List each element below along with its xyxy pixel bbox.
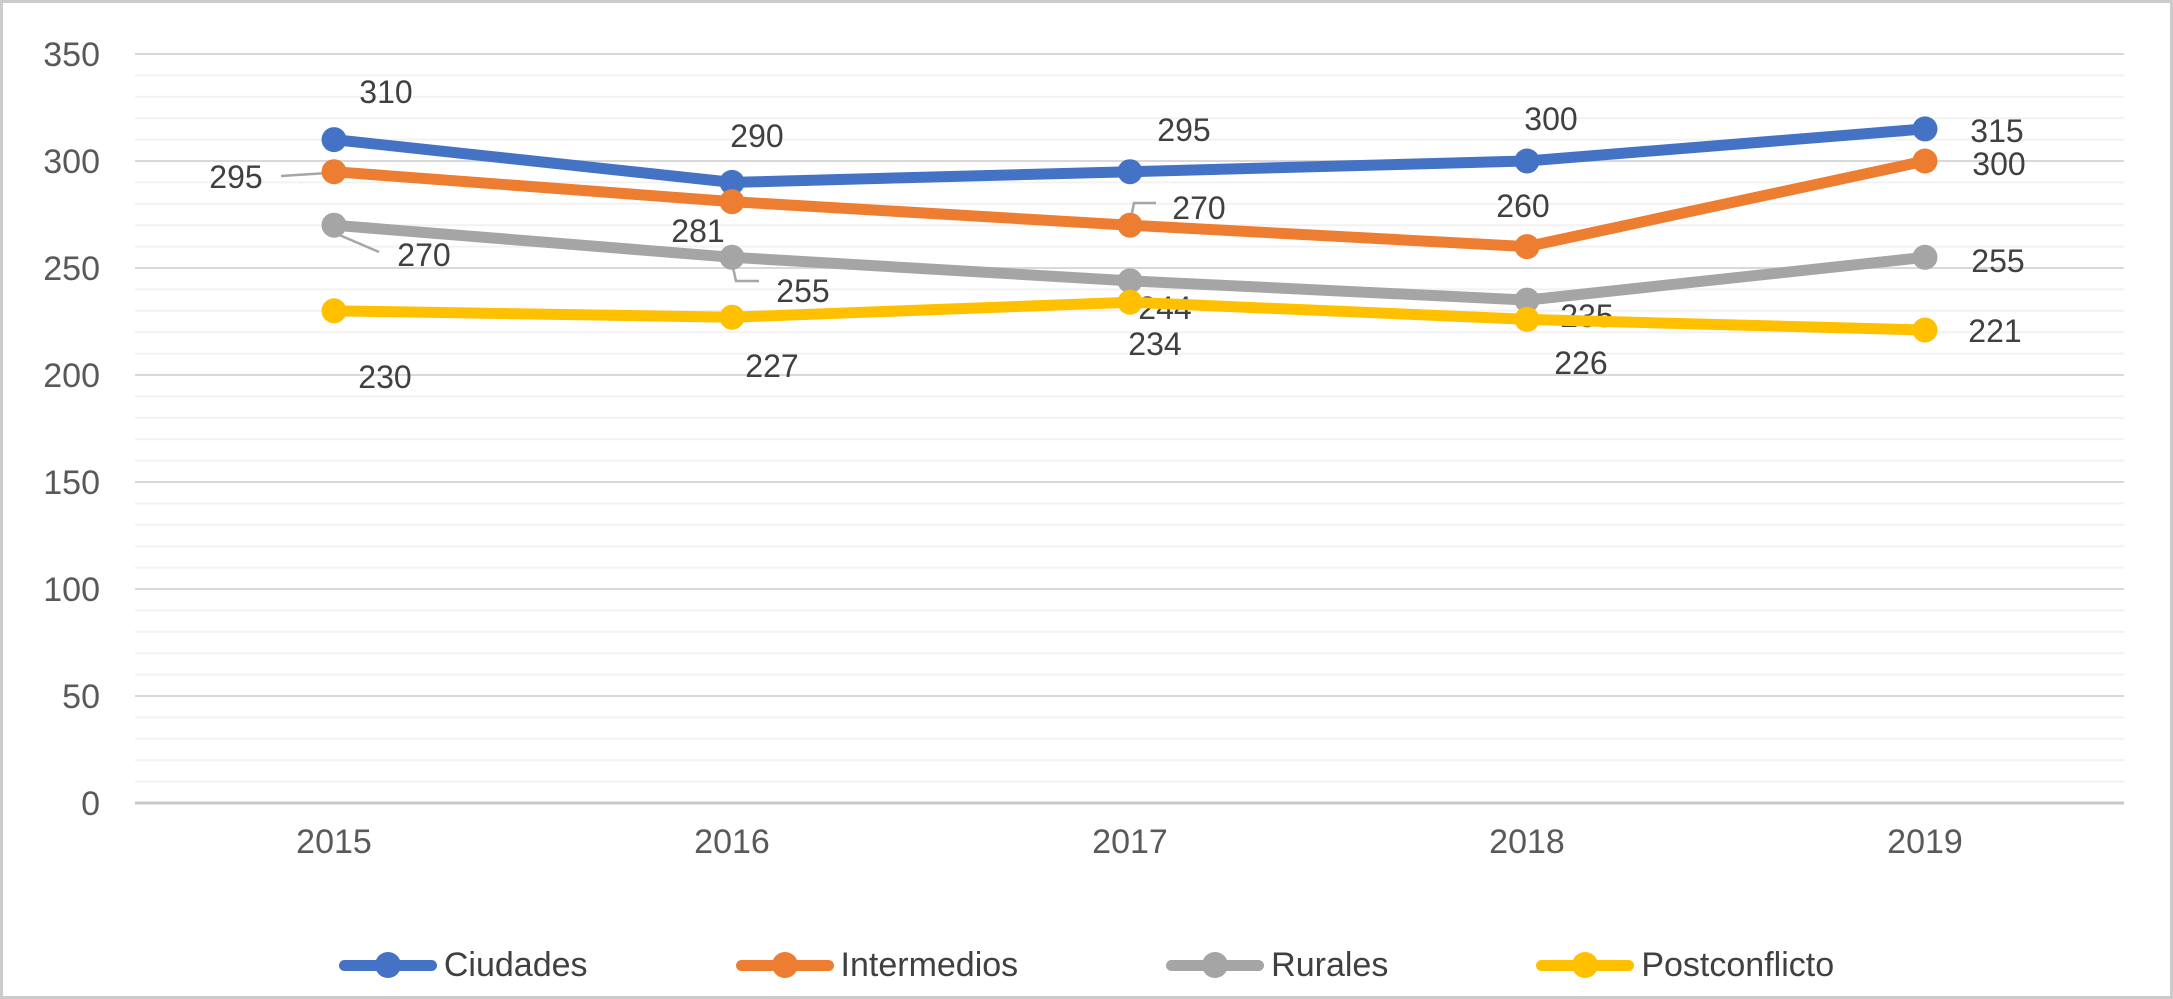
data-label-intermedios: 281 bbox=[671, 213, 724, 249]
data-label-intermedios: 300 bbox=[1972, 146, 2025, 182]
x-axis-label: 2019 bbox=[1887, 823, 1963, 861]
y-axis-tick-label: 300 bbox=[43, 143, 100, 181]
y-major-gridlines bbox=[135, 53, 2124, 805]
legend-label: Intermedios bbox=[840, 946, 1019, 984]
data-label-postconflicto: 234 bbox=[1128, 326, 1181, 362]
data-label-intermedios: 270 bbox=[1172, 190, 1225, 226]
y-axis-tick-labels: 0 50 100 150 200 250 300 350 bbox=[43, 36, 100, 823]
chart-legend: Ciudades Intermedios Rurales Postconflicto bbox=[3, 931, 2170, 996]
data-label-postconflicto: 230 bbox=[358, 359, 411, 395]
x-axis-label: 2016 bbox=[694, 823, 770, 861]
data-point-marker-rurales bbox=[1117, 268, 1143, 294]
data-label-rurales: 255 bbox=[776, 273, 829, 309]
data-label-rurales: 270 bbox=[397, 237, 450, 273]
y-axis-tick-label: 200 bbox=[43, 357, 100, 395]
leader-line bbox=[336, 232, 380, 254]
legend-line-marker-icon bbox=[735, 952, 834, 978]
legend-item-rurales: Rurales bbox=[1166, 948, 1388, 982]
data-point-marker-ciudades bbox=[1514, 148, 1540, 174]
data-point-marker-intermedios bbox=[719, 189, 745, 215]
legend-item-intermedios: Intermedios bbox=[735, 946, 1019, 984]
y-axis-tick-label: 250 bbox=[43, 250, 100, 288]
data-point-marker-intermedios bbox=[1117, 212, 1143, 238]
legend-line-marker-icon bbox=[1536, 952, 1635, 978]
data-point-marker-postconflicto bbox=[719, 304, 745, 330]
x-axis-label: 2017 bbox=[1092, 823, 1168, 861]
data-point-marker-rurales bbox=[1514, 287, 1540, 313]
data-point-marker-rurales bbox=[321, 212, 347, 238]
legend-item-ciudades: Ciudades bbox=[338, 946, 588, 984]
data-point-marker-postconflicto bbox=[1912, 317, 1938, 343]
data-label-postconflicto: 227 bbox=[745, 348, 798, 384]
x-axis-label: 2015 bbox=[296, 823, 372, 861]
series-intermedios: 295 281 270 260 300 bbox=[209, 146, 2026, 260]
data-label-ciudades: 315 bbox=[1970, 113, 2023, 149]
data-point-marker-rurales bbox=[1912, 244, 1938, 270]
legend-line-marker-icon bbox=[338, 952, 437, 978]
data-point-marker-ciudades bbox=[1912, 116, 1938, 142]
legend-label: Ciudades bbox=[443, 946, 588, 984]
data-label-ciudades: 290 bbox=[730, 118, 783, 154]
series-postconflicto: 230 227 234 226 221 bbox=[321, 289, 2022, 395]
data-label-postconflicto: 221 bbox=[1968, 313, 2021, 349]
legend-dot-icon bbox=[1572, 952, 1599, 978]
y-axis-tick-label: 100 bbox=[43, 571, 100, 609]
data-label-postconflicto: 226 bbox=[1554, 345, 1607, 381]
y-axis-tick-label: 0 bbox=[81, 785, 100, 823]
leader-line bbox=[280, 171, 329, 178]
data-label-intermedios: 260 bbox=[1496, 188, 1549, 224]
data-label-ciudades: 310 bbox=[359, 74, 412, 110]
data-point-marker-postconflicto bbox=[1117, 289, 1143, 315]
data-label-intermedios: 295 bbox=[209, 159, 262, 195]
legend-label: Rurales bbox=[1271, 946, 1389, 984]
data-label-ciudades: 295 bbox=[1157, 112, 1210, 148]
y-axis-tick-label: 150 bbox=[43, 464, 100, 502]
data-point-marker-intermedios bbox=[1912, 148, 1938, 174]
legend-dot-icon bbox=[374, 952, 401, 978]
data-label-rurales: 255 bbox=[1971, 243, 2024, 279]
legend-dot-icon bbox=[1202, 952, 1229, 978]
data-labels-intermedios: 295 281 270 260 300 bbox=[209, 146, 2025, 249]
legend-item-postconflicto: Postconflicto bbox=[1536, 948, 1834, 982]
legend-dot-icon bbox=[771, 952, 798, 978]
y-axis-tick-label: 350 bbox=[43, 36, 100, 74]
data-point-marker-postconflicto bbox=[321, 298, 347, 324]
y-axis-tick-label: 50 bbox=[62, 678, 100, 716]
data-labels-ciudades: 310 290 295 300 315 bbox=[359, 74, 2023, 154]
data-label-ciudades: 300 bbox=[1524, 101, 1577, 137]
data-labels-postconflicto: 230 227 234 226 221 bbox=[358, 313, 2021, 395]
legend-label: Postconflicto bbox=[1641, 946, 1835, 984]
data-point-marker-intermedios bbox=[321, 159, 347, 185]
x-axis-label: 2018 bbox=[1489, 823, 1565, 861]
data-point-marker-ciudades bbox=[719, 169, 745, 195]
data-point-marker-rurales bbox=[719, 244, 745, 270]
data-point-marker-ciudades bbox=[1117, 159, 1143, 185]
data-point-marker-postconflicto bbox=[1514, 306, 1540, 332]
data-point-marker-intermedios bbox=[1514, 234, 1540, 260]
y-minor-gridlines bbox=[135, 74, 2124, 783]
data-point-marker-ciudades bbox=[321, 127, 347, 153]
x-axis-labels: 2015 2016 2017 2018 2019 bbox=[296, 823, 1963, 861]
legend-line-marker-icon bbox=[1166, 952, 1265, 978]
